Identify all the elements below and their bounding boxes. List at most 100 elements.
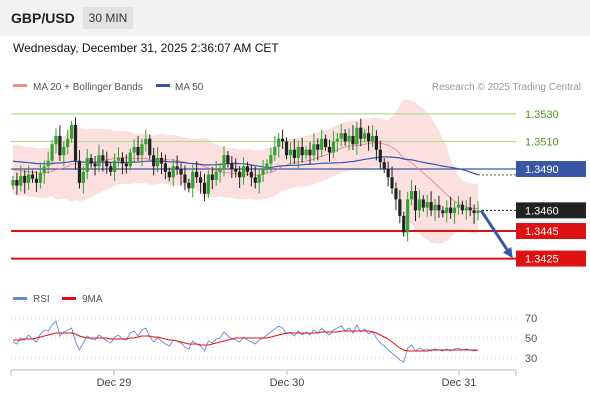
candle xyxy=(11,175,15,190)
candle-body xyxy=(460,204,464,211)
candle-body xyxy=(464,207,468,211)
ma50-legend-label: MA 50 xyxy=(175,82,204,93)
candle-body xyxy=(273,146,277,156)
candle xyxy=(324,134,328,152)
candle-body xyxy=(284,141,289,156)
candle-body xyxy=(363,133,367,139)
candle xyxy=(124,154,128,174)
candle-body xyxy=(66,138,70,147)
level-label-1-3425: 1.3425 xyxy=(525,254,559,266)
candle xyxy=(390,166,394,195)
candle-body xyxy=(175,166,179,170)
candle xyxy=(155,147,160,173)
candle-body xyxy=(230,163,234,170)
candle-body xyxy=(132,146,136,153)
candle xyxy=(476,201,480,221)
candle xyxy=(335,132,339,153)
candle-body xyxy=(441,210,445,214)
timeframe-badge[interactable]: 30 MIN xyxy=(83,7,133,29)
candle xyxy=(159,152,164,175)
candle-body xyxy=(124,163,128,167)
candle-body xyxy=(210,174,214,181)
candle xyxy=(93,156,97,176)
candle xyxy=(300,137,304,163)
candle-body xyxy=(327,146,332,153)
candle-body xyxy=(406,199,410,233)
candle-body xyxy=(308,149,312,156)
candle xyxy=(472,204,476,224)
level-tag-bg xyxy=(516,202,586,219)
candle xyxy=(171,158,175,187)
candle-body xyxy=(30,174,35,179)
candle-body xyxy=(335,138,339,142)
candle xyxy=(292,138,296,164)
candle xyxy=(210,167,214,190)
candle xyxy=(370,125,375,148)
candle-body xyxy=(394,188,398,200)
candle-body xyxy=(163,163,167,172)
candle-body xyxy=(171,166,175,178)
candle xyxy=(273,136,277,162)
rsi-legend-swatch xyxy=(13,297,27,300)
candle xyxy=(89,153,93,168)
candle-body xyxy=(105,160,109,167)
candle-body xyxy=(265,163,269,170)
candle xyxy=(437,195,441,218)
candle xyxy=(46,151,50,174)
instrument-title: GBP/USD xyxy=(11,10,75,26)
candle-body xyxy=(355,127,359,145)
candle xyxy=(378,140,382,170)
candle xyxy=(85,148,89,180)
candle-body xyxy=(167,171,171,178)
rsi-tick-label-30: 30 xyxy=(525,353,537,365)
candle xyxy=(327,139,332,162)
candle-body xyxy=(347,135,351,142)
candle xyxy=(187,178,191,193)
x-tick-label-dec31: Dec 31 xyxy=(442,377,477,389)
timestamp: Wednesday, December 31, 2025 2:36:07 AM … xyxy=(13,41,279,55)
level-tag-bg xyxy=(516,223,586,240)
candle xyxy=(198,171,203,194)
candle xyxy=(241,157,246,185)
candle-body xyxy=(476,210,480,214)
candle-body xyxy=(277,138,281,147)
candle xyxy=(320,129,324,158)
candle-body xyxy=(128,152,132,167)
price-level-labels: 1.3530 1.3510 1.3490 1.3460 1.3445 1.3425 xyxy=(516,109,586,267)
candle-body xyxy=(409,191,414,200)
candle-body xyxy=(226,155,230,164)
candle xyxy=(257,168,261,194)
candle xyxy=(101,149,105,172)
candle-body xyxy=(140,144,144,156)
candle xyxy=(34,171,39,192)
candle-body xyxy=(120,158,125,164)
candle xyxy=(269,147,273,173)
candle-body xyxy=(421,199,425,208)
candle xyxy=(120,152,125,175)
candle xyxy=(343,129,347,146)
candle xyxy=(183,165,187,191)
candle xyxy=(140,138,144,166)
candle xyxy=(163,154,167,180)
candle-body xyxy=(374,135,379,150)
candle xyxy=(468,196,472,217)
candle xyxy=(277,132,281,158)
candle-body xyxy=(300,146,304,156)
candle xyxy=(460,200,464,215)
candle-body xyxy=(312,144,316,156)
candle-body xyxy=(73,124,78,161)
candle-body xyxy=(93,163,97,167)
candle xyxy=(58,125,62,162)
candle-body xyxy=(433,204,437,211)
candle xyxy=(77,150,82,189)
ma20-legend-label: MA 20 + Bollinger Bands xyxy=(33,82,143,93)
candle-body xyxy=(198,177,203,183)
candle xyxy=(144,129,148,152)
candle xyxy=(136,136,140,162)
candle-body xyxy=(148,138,152,156)
level-tag-bg xyxy=(516,250,586,267)
candle-body xyxy=(359,127,363,139)
projection-arrow xyxy=(479,209,513,259)
candle xyxy=(359,118,363,147)
